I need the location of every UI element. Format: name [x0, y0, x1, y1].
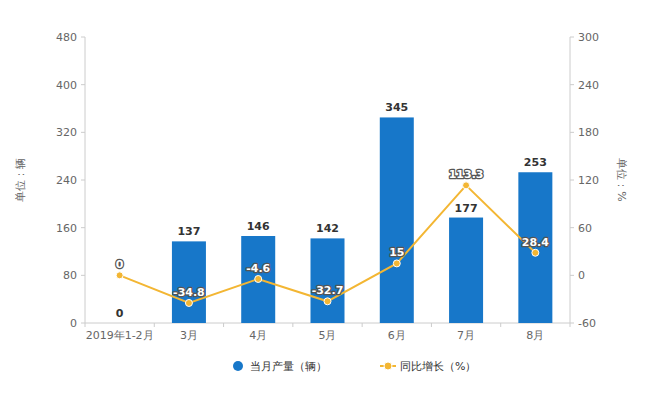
line-label: -34.8: [173, 286, 205, 299]
x-tick: [431, 323, 432, 327]
line-point: [393, 260, 400, 267]
line-label: -4.6: [246, 262, 270, 275]
line-label: 0: [116, 258, 124, 271]
x-tick: [362, 323, 363, 327]
y2-tick: [570, 227, 574, 228]
line-point: [463, 182, 470, 189]
x-tick-label: 2019年1-2月: [86, 329, 154, 342]
y2-tick-label: 240: [578, 79, 599, 92]
y2-tick-label: 120: [578, 174, 599, 187]
y2-tick: [570, 84, 574, 85]
x-tick-label: 3月: [180, 329, 198, 342]
y-tick-label: 0: [70, 317, 77, 330]
y-tick: [81, 275, 85, 276]
line-label: -32.7: [312, 284, 344, 297]
plot-marks: [116, 117, 552, 323]
bar-label: 137: [177, 225, 200, 238]
y2-tick: [570, 180, 574, 181]
y-tick-label: 400: [56, 79, 77, 92]
y-tick: [81, 84, 85, 85]
y2-axis-title: 单位：%: [615, 158, 628, 201]
x-tick: [292, 323, 293, 327]
line-label: 28.4: [522, 236, 549, 249]
line-point: [116, 272, 123, 279]
y-tick: [81, 132, 85, 133]
x-tick: [570, 323, 571, 327]
bar: [241, 236, 275, 323]
bar: [172, 241, 206, 323]
line-point: [324, 298, 331, 305]
x-tick-label: 8月: [526, 329, 544, 342]
x-tick: [500, 323, 501, 327]
y2-tick: [570, 37, 574, 38]
line-label: 113.3: [449, 168, 484, 181]
y-tick: [81, 227, 85, 228]
x-tick-label: 6月: [388, 329, 406, 342]
bar-label: 345: [385, 101, 408, 114]
legend-swatch: [233, 361, 243, 371]
bar: [449, 218, 483, 323]
x-tick-label: 5月: [319, 329, 337, 342]
y2-tick-label: 300: [578, 31, 599, 44]
bar-label: 177: [455, 202, 478, 215]
data-labels: 0 137 146 142 345 177 253 0 -34.8 -4.6 -32.7 15 113.…: [116, 101, 549, 320]
legend: 当月产量（辆） 同比增长（%）: [233, 360, 476, 373]
bar: [518, 172, 552, 323]
y-tick-label: 480: [56, 31, 77, 44]
y-tick-label: 240: [56, 174, 77, 187]
y-tick-label: 320: [56, 126, 77, 139]
line-point: [185, 299, 192, 306]
x-tick: [154, 323, 155, 327]
y2-tick-label: -60: [578, 317, 596, 330]
y-tick: [81, 180, 85, 181]
y2-tick: [570, 323, 574, 324]
y-tick-label: 80: [63, 269, 77, 282]
line-point: [532, 249, 539, 256]
bar-label: 253: [524, 156, 547, 169]
line-point: [255, 275, 262, 282]
y2-tick: [570, 275, 574, 276]
y2-tick-label: 0: [578, 269, 585, 282]
y2-tick-label: 180: [578, 126, 599, 139]
bar-label: 142: [316, 222, 339, 235]
legend-swatch: [384, 362, 392, 370]
bar: [311, 238, 345, 323]
y-axis-title: 单位：辆: [14, 158, 27, 202]
bar-label: 146: [247, 220, 270, 233]
x-tick: [85, 323, 86, 327]
x-tick-label: 7月: [457, 329, 475, 342]
y2-tick-label: 60: [578, 222, 592, 235]
x-tick: [223, 323, 224, 327]
line: [120, 185, 536, 303]
bar: [103, 323, 137, 324]
chart: 0 80 160 240 320 400 480 -60 0 60 120 180 240 300 2019…: [0, 0, 650, 395]
line-label: 15: [389, 246, 404, 259]
y2-tick: [570, 132, 574, 133]
y-tick: [81, 37, 85, 38]
legend-label: 当月产量（辆）: [250, 360, 327, 373]
bar-label: 0: [116, 307, 124, 320]
x-tick-label: 4月: [249, 329, 267, 342]
y-tick-label: 160: [56, 222, 77, 235]
bar: [380, 117, 414, 323]
y-tick: [81, 323, 85, 324]
legend-label: 同比增长（%）: [400, 360, 476, 373]
